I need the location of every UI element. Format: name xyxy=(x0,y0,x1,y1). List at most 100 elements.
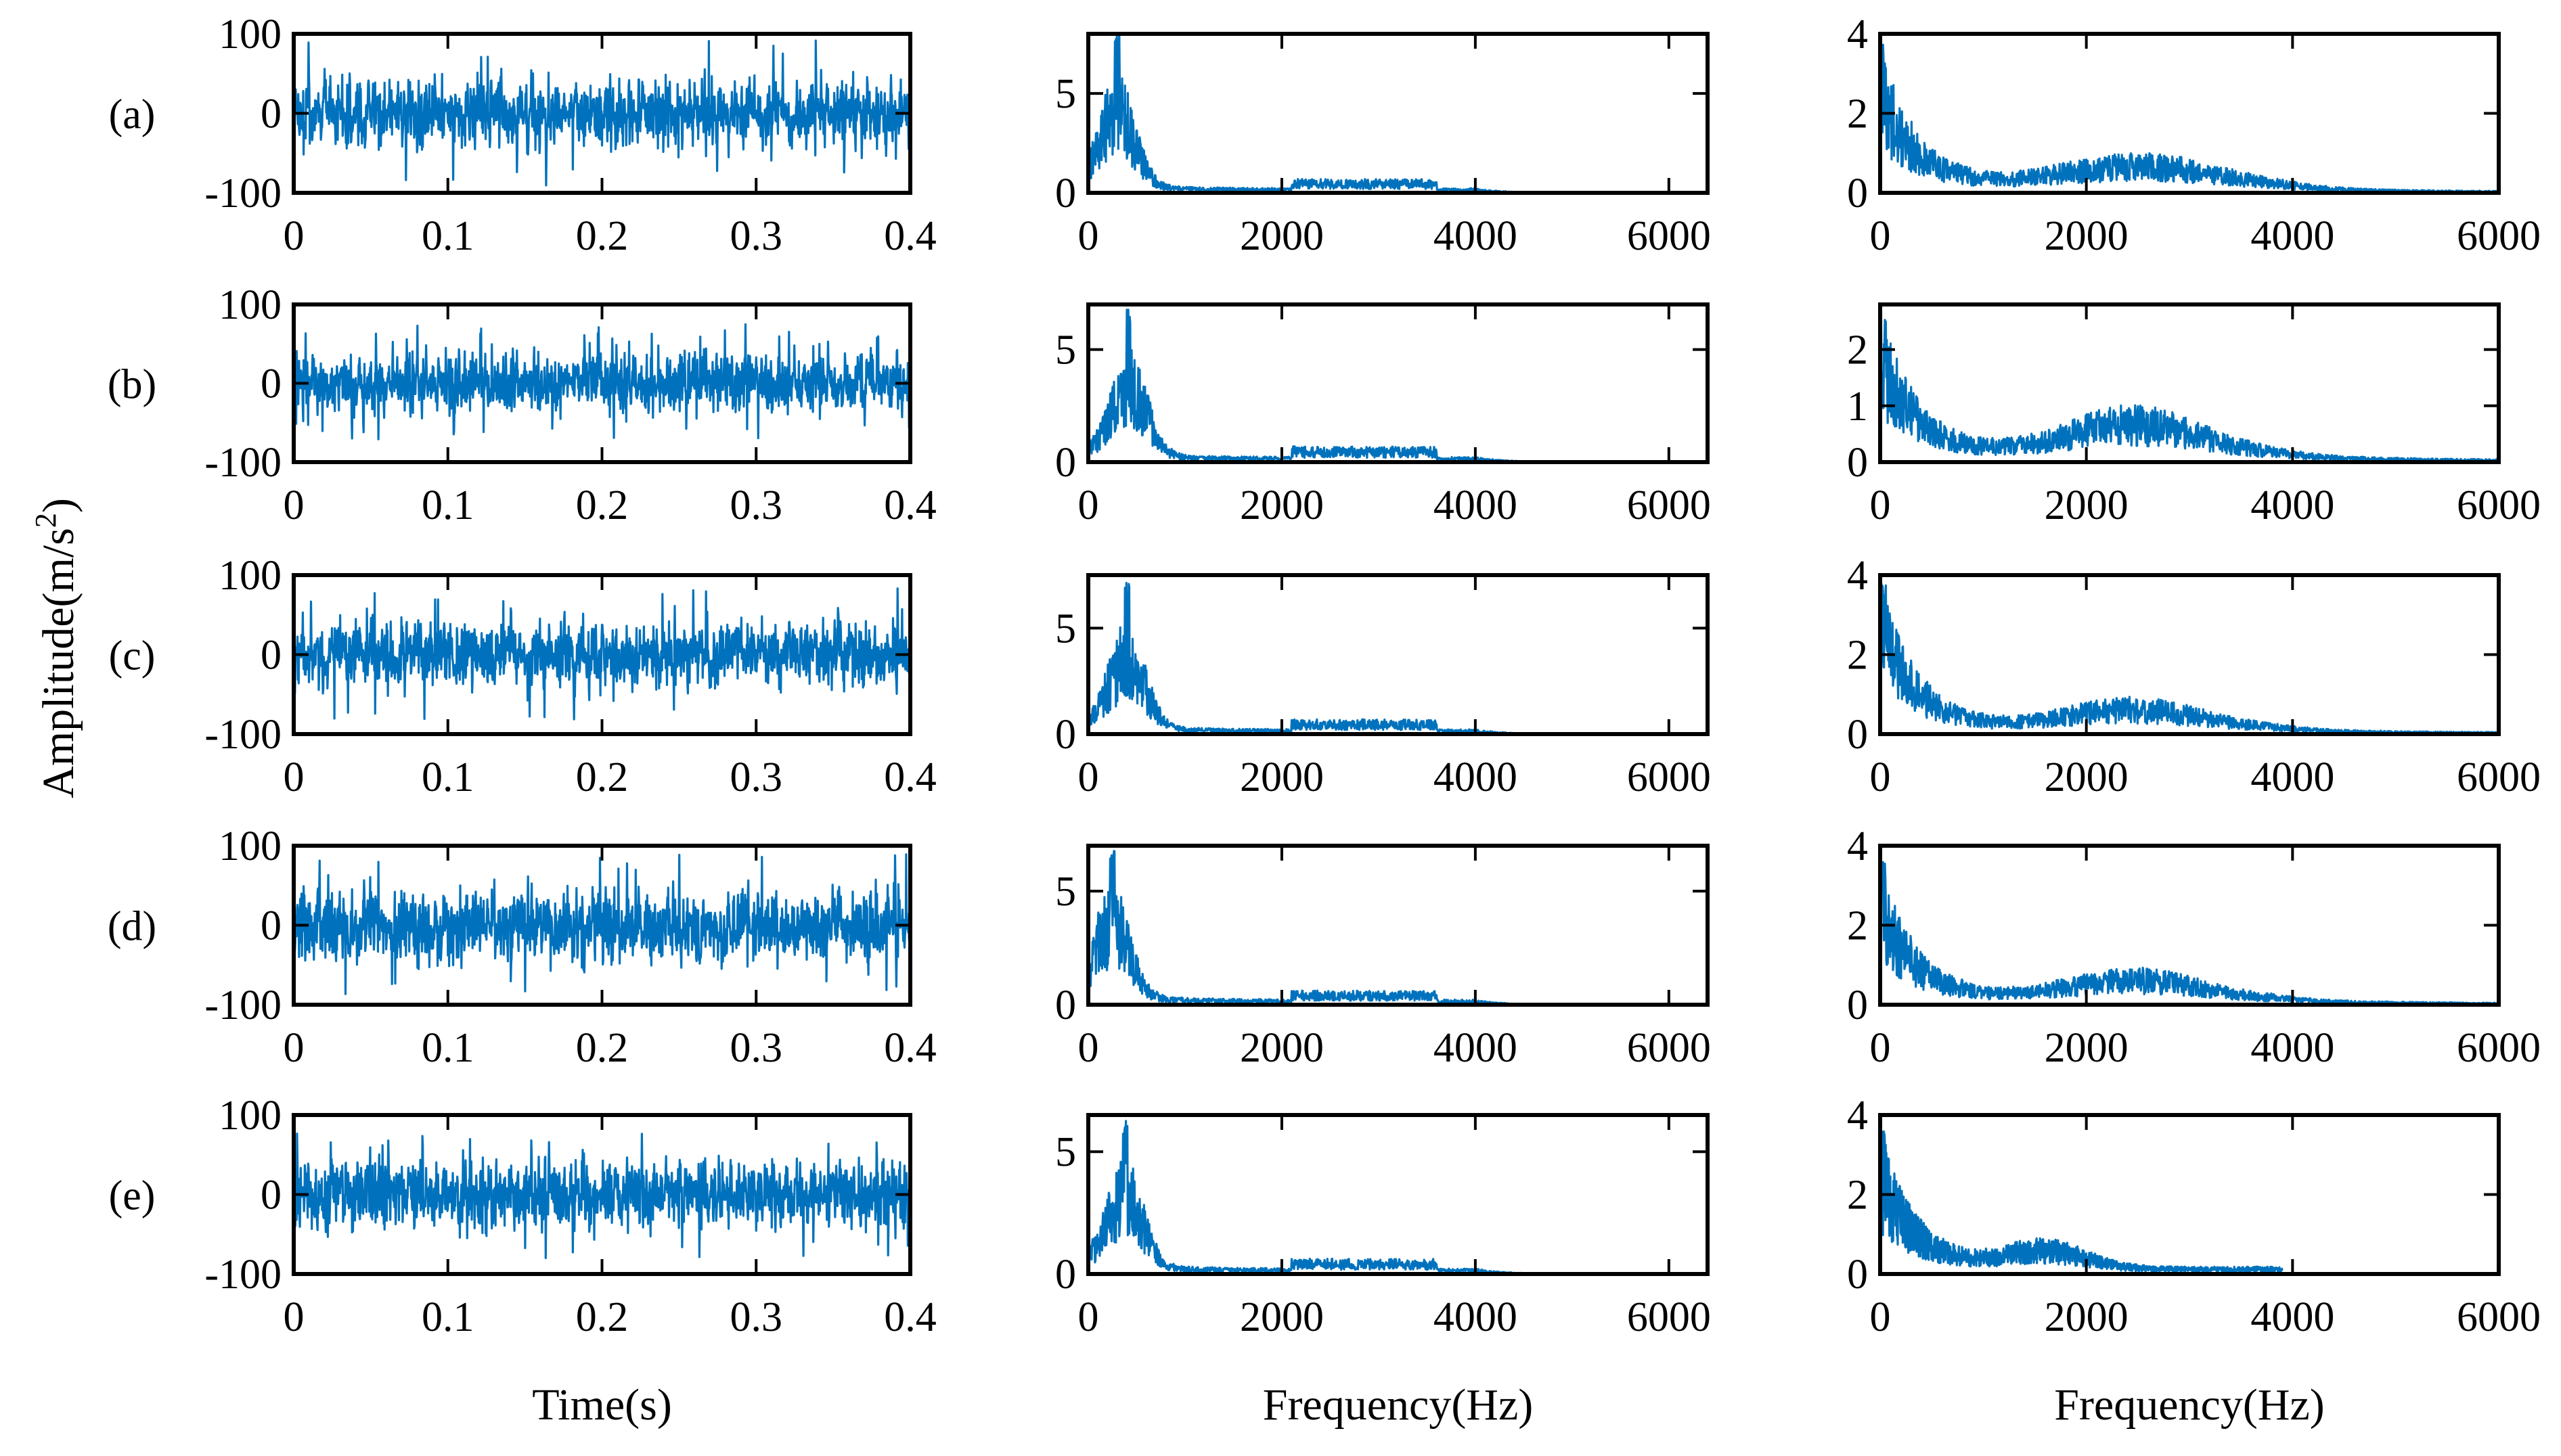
x-tick-label: 0.3 xyxy=(730,1025,783,1071)
row-label: (a) xyxy=(109,92,156,138)
x-tick-label: 6000 xyxy=(1627,754,1711,800)
x-tick-label: 0.3 xyxy=(730,482,783,528)
x-tick-label: 2000 xyxy=(1240,1294,1324,1340)
x-tick-label: 2000 xyxy=(2045,1294,2129,1340)
x-tick-label: 4000 xyxy=(1433,482,1517,528)
signal-series xyxy=(1880,861,2499,1005)
x-tick-label: 4000 xyxy=(2250,482,2334,528)
x-tick-label: 2000 xyxy=(2045,213,2129,259)
y-tick-label: 0 xyxy=(1055,170,1076,217)
x-tick-label: 0 xyxy=(1870,213,1891,259)
x-tick-label: 0 xyxy=(284,1025,305,1071)
x-tick-label: 0 xyxy=(284,482,305,528)
y-tick-label: 0 xyxy=(1055,440,1076,486)
signal-series xyxy=(294,323,910,440)
x-tick-label: 4000 xyxy=(2250,1294,2334,1340)
y-tick-label: 0 xyxy=(1847,440,1868,486)
x-tick-label: 2000 xyxy=(1240,482,1324,528)
y-tick-label: 0 xyxy=(1055,982,1076,1028)
x-tick-label: 2000 xyxy=(2045,1025,2129,1071)
x-tick-label: 0 xyxy=(1078,482,1099,528)
signal-series xyxy=(1880,309,2499,462)
x-tick-label: 0 xyxy=(284,213,305,259)
y-tick-label: -100 xyxy=(204,1252,282,1298)
y-tick-label: -100 xyxy=(204,982,282,1028)
x-tick-label: 6000 xyxy=(1627,1025,1711,1071)
x-tick-label: 6000 xyxy=(1627,1294,1711,1340)
x-tick-label: 0.1 xyxy=(422,213,474,259)
y-tick-label: 5 xyxy=(1055,71,1076,117)
y-tick-label: 0 xyxy=(261,361,282,407)
x-tick-label: 6000 xyxy=(2457,1294,2541,1340)
x-tick-label: 4000 xyxy=(1433,754,1517,800)
x-tick-label: 2000 xyxy=(1240,213,1324,259)
x-tick-label: 2000 xyxy=(1240,1025,1324,1071)
row-label: (c) xyxy=(109,633,156,679)
x-tick-label: 0.4 xyxy=(884,1025,937,1071)
x-tick-label: 0 xyxy=(1078,213,1099,259)
axes-box xyxy=(1086,844,1710,1007)
y-tick-label: 0 xyxy=(261,903,282,949)
signal-series xyxy=(1088,34,1708,193)
x-tick-label: 0.4 xyxy=(884,754,937,800)
x-tick-label: 6000 xyxy=(1627,482,1711,528)
x-tick-label: 6000 xyxy=(2457,1025,2541,1071)
y-tick-label: 0 xyxy=(261,91,282,137)
row-label: (b) xyxy=(108,362,156,408)
x-axis-title-time-signal: Time(s) xyxy=(532,1380,672,1430)
row-label: (d) xyxy=(108,904,156,950)
y-tick-label: 0 xyxy=(1847,712,1868,758)
y-tick-label: 0 xyxy=(261,1173,282,1219)
y-tick-label: 100 xyxy=(219,12,282,58)
subplot-d-spectrum-2: 0 2000 4000 6000 4 2 0 xyxy=(1847,823,2541,1071)
y-axis-title: Amplitude(m/s2) xyxy=(29,498,83,798)
y-tick-label: 2 xyxy=(1847,1173,1868,1219)
x-tick-label: 4000 xyxy=(2250,1025,2334,1071)
x-tick-label: 6000 xyxy=(2457,754,2541,800)
x-tick-label: 6000 xyxy=(2457,213,2541,259)
subplot-b-spectrum-2: 0 2000 4000 6000 2 1 0 xyxy=(1847,302,2541,528)
y-tick-label: 0 xyxy=(1847,170,1868,217)
subplot-e-spectrum-1: 0 2000 4000 6000 5 0 xyxy=(1055,1113,1711,1340)
x-tick-label: 0.3 xyxy=(730,213,783,259)
y-tick-label: 5 xyxy=(1055,1129,1076,1175)
subplot-a-spectrum-1: 0 2000 4000 6000 5 0 xyxy=(1055,32,1711,259)
signal-series xyxy=(1880,581,2499,734)
y-tick-label: 4 xyxy=(1847,12,1868,58)
y-axis-title-superscript: 2 xyxy=(29,513,62,528)
axes-box xyxy=(1086,302,1710,464)
x-tick-label: 6000 xyxy=(1627,213,1711,259)
x-tick-label: 2000 xyxy=(1240,754,1324,800)
signal-series xyxy=(294,587,910,721)
y-axis-title-main: Amplitude(m/s xyxy=(34,528,83,798)
y-tick-label: 2 xyxy=(1847,633,1868,679)
x-tick-label: 0.1 xyxy=(422,1294,474,1340)
x-tick-label: 0 xyxy=(1870,754,1891,800)
x-tick-label: 0 xyxy=(1078,1025,1099,1071)
y-tick-label: 0 xyxy=(261,633,282,679)
x-tick-label: 6000 xyxy=(2457,482,2541,528)
row-label: (e) xyxy=(109,1173,156,1219)
x-tick-label: 0.1 xyxy=(422,1025,474,1071)
y-tick-label: 4 xyxy=(1847,553,1868,599)
x-tick-label: 4000 xyxy=(1433,1294,1517,1340)
y-tick-label: 4 xyxy=(1847,823,1868,869)
y-tick-label: 1 xyxy=(1847,384,1868,430)
axes-box xyxy=(1878,302,2501,464)
x-tick-label: 0.1 xyxy=(422,482,474,528)
x-tick-label: 0 xyxy=(284,1294,305,1340)
signal-series xyxy=(294,1132,910,1259)
x-tick-label: 0.2 xyxy=(576,754,629,800)
x-tick-label: 0.4 xyxy=(884,213,937,259)
y-axis-title-close: ) xyxy=(34,498,83,513)
signal-series xyxy=(1088,582,1708,734)
y-tick-label: 5 xyxy=(1055,869,1076,915)
x-tick-label: 0.2 xyxy=(576,482,629,528)
